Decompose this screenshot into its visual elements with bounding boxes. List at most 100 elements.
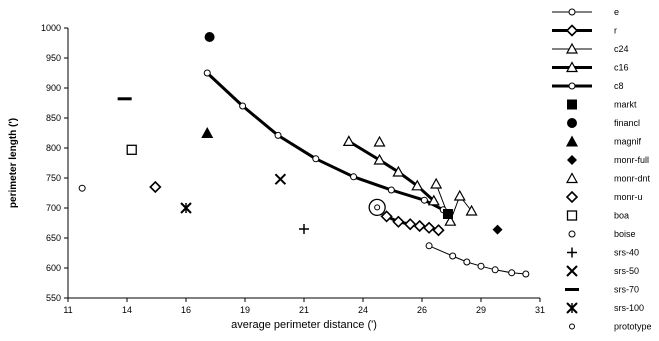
plot-area: 550 600 650 700 750 800 850 900 950 1000 11 14 16 19…	[41, 23, 545, 315]
data-point-r	[413, 219, 426, 233]
legend-item-c24: c24	[552, 42, 629, 54]
data-point-c8	[274, 131, 282, 139]
x-tick-label: 14	[122, 305, 132, 315]
data-point-c16	[342, 135, 355, 146]
legend-label: c16	[614, 63, 629, 73]
legend-item-prototype: prototype	[569, 322, 652, 332]
data-point-c8	[203, 69, 211, 77]
legend-marker	[565, 190, 579, 204]
legend-marker	[567, 247, 577, 258]
legend-label: srs-40	[614, 248, 639, 258]
y-tick-label: 850	[46, 113, 61, 123]
legend-item-boa: boa	[566, 210, 629, 221]
data-point-srs-100	[180, 202, 192, 214]
data-point-e	[477, 262, 485, 270]
legend-label: c8	[614, 81, 624, 91]
data-point-e	[508, 269, 516, 277]
y-tick-label: 900	[46, 83, 61, 93]
x-tick-label: 26	[417, 305, 427, 315]
data-point-e	[463, 258, 471, 266]
data-point-c8	[239, 102, 247, 110]
legend-label: magnif	[614, 137, 642, 147]
y-tick-label: 700	[46, 203, 61, 213]
legend-item-markt: markt	[567, 99, 637, 110]
legend-marker	[565, 172, 579, 184]
x-tick-label: 21	[299, 305, 309, 315]
x-tick-label: 31	[535, 305, 545, 315]
data-point-c8	[350, 173, 358, 181]
x-ticks: 11 14 16 19 21 24 26 29 31	[63, 298, 545, 315]
data-point-c16	[373, 153, 386, 165]
legend-item-srs-70: srs-70	[565, 285, 639, 295]
data-point-c24	[444, 214, 457, 226]
legend-item-srs-40: srs-40	[567, 247, 639, 258]
y-tick-label: 550	[46, 293, 61, 303]
x-tick-label: 11	[63, 305, 72, 315]
legend-label: financl	[614, 118, 640, 128]
data-point-srs-50	[274, 173, 287, 185]
data-point-r	[380, 210, 393, 223]
data-point-financl	[204, 32, 215, 42]
data-point-e	[449, 252, 457, 260]
data-point-c24	[453, 189, 466, 201]
legend-item-e: e	[552, 7, 619, 17]
legend-label: c24	[614, 44, 629, 54]
legend-marker	[569, 323, 575, 330]
data-point-boa	[126, 144, 137, 155]
legend-marker	[566, 135, 578, 147]
data-point-c16	[427, 194, 440, 206]
data-point-c24	[465, 204, 478, 216]
legend-label: e	[614, 7, 619, 17]
series-line-c8	[206, 71, 444, 212]
data-point-monr-u	[149, 180, 162, 194]
y-tick-label: 1000	[41, 23, 61, 33]
data-point-c24	[430, 177, 443, 189]
legend-item-boise: boise	[568, 229, 636, 239]
y-tick-label: 650	[46, 233, 61, 243]
y-axis-title: perimeter length (')	[8, 118, 19, 208]
data-point-monr-dnt	[373, 135, 386, 147]
legend-label: monr-full	[614, 155, 649, 165]
legend-marker	[568, 82, 576, 90]
legend-item-c8: c8	[552, 81, 624, 91]
legend-marker	[567, 118, 577, 128]
data-point-c16	[411, 179, 424, 191]
legend-label: prototype	[614, 322, 652, 332]
data-point-e	[425, 242, 433, 250]
legend-label: srs-100	[614, 303, 644, 313]
legend-label: r	[614, 26, 617, 36]
data-point-srs-40	[299, 224, 309, 234]
legend-label: boise	[614, 229, 636, 239]
data-point-srs-70	[117, 97, 132, 101]
legend-marker	[565, 42, 579, 54]
series-markers	[78, 32, 530, 278]
legend-marker	[567, 155, 577, 165]
data-point-r	[392, 215, 405, 228]
legend-label: srs-50	[614, 266, 639, 276]
series-lines	[206, 71, 526, 275]
data-point-r	[422, 221, 436, 234]
legend-label: monr-dnt	[614, 174, 651, 184]
legend-item-financl: financl	[567, 118, 640, 128]
legend-item-srs-50: srs-50	[566, 265, 639, 277]
x-tick-label: 16	[181, 305, 191, 315]
data-point-highlight-prototype	[368, 198, 386, 217]
y-tick-label: 950	[46, 53, 61, 63]
data-point-e	[491, 266, 499, 274]
legend-marker	[568, 230, 576, 238]
data-point-boise	[78, 184, 86, 192]
legend-item-magnif: magnif	[566, 135, 642, 147]
data-point-magnif	[201, 127, 214, 138]
legend-label: markt	[614, 100, 637, 110]
x-tick-label: 19	[240, 305, 250, 315]
data-point-monr-full	[492, 224, 503, 235]
y-tick-label: 600	[46, 263, 61, 273]
data-point-c8	[387, 186, 395, 194]
legend-marker	[566, 265, 578, 277]
data-point-markt	[442, 209, 453, 219]
legend-marker	[568, 8, 576, 16]
series-line-c24	[435, 183, 472, 222]
legend-item-srs-100: srs-100	[566, 302, 644, 314]
legend: er c24 c16 c8 markt financl magnif monr-full mon…	[552, 7, 652, 332]
